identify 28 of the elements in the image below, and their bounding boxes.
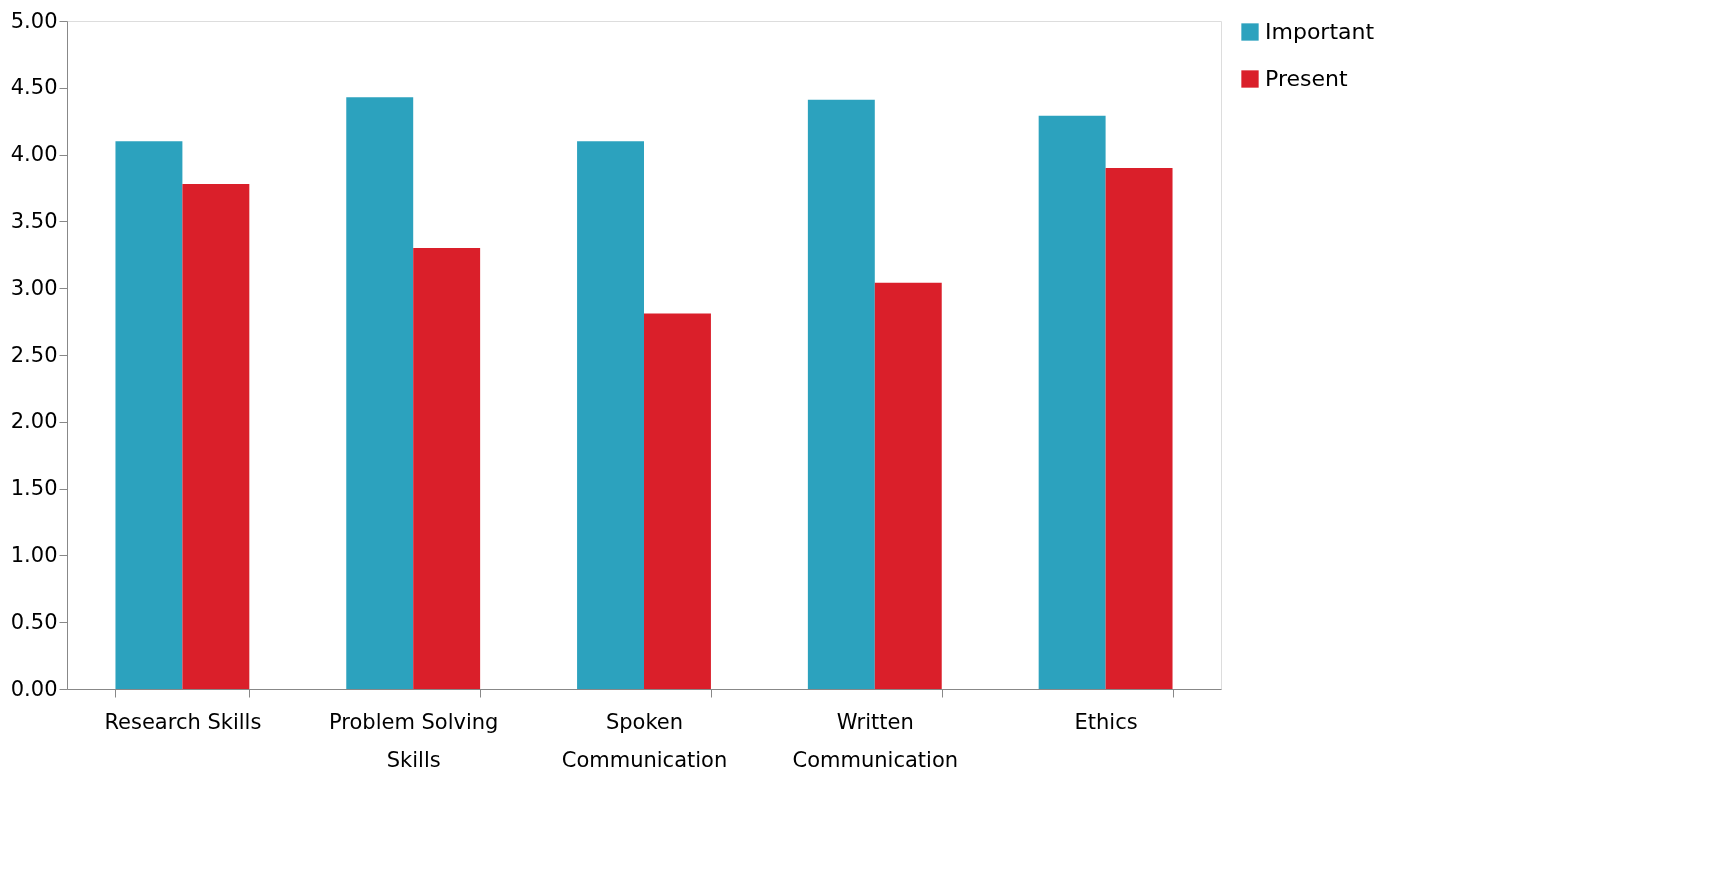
y-tick-label: 2.00 (10, 409, 58, 434)
y-tick-label: 1.00 (10, 542, 58, 567)
y-tick-label: 4.00 (10, 142, 58, 167)
bar (413, 248, 481, 689)
bar (644, 313, 711, 689)
y-tick-label: 0.00 (10, 676, 58, 701)
bar (874, 282, 942, 689)
bar (577, 141, 644, 689)
bar (115, 141, 183, 689)
bar (1105, 167, 1173, 689)
y-tick-label: 4.50 (10, 75, 58, 100)
bar (346, 97, 414, 689)
bar (1038, 115, 1106, 689)
legend-label: Present (1265, 66, 1348, 91)
bar (807, 99, 875, 689)
y-tick-label: 0.50 (10, 609, 58, 634)
y-tick-label: 1.50 (10, 476, 58, 501)
x-tick-label: Spoken Communication (561, 709, 728, 772)
y-tick-label: 3.00 (10, 275, 58, 300)
x-tick-label: Problem Solving Skills (328, 709, 499, 772)
x-tick-label: Research Skills (104, 709, 262, 734)
x-tick-label: Ethics (1074, 709, 1138, 734)
y-tick-label: 3.50 (10, 208, 58, 233)
y-tick-label: 5.00 (10, 8, 58, 33)
x-tick-label: Written Communication (792, 709, 959, 772)
bar (182, 183, 250, 689)
y-tick-label: 2.50 (10, 342, 58, 367)
legend-label: Important (1265, 19, 1375, 44)
